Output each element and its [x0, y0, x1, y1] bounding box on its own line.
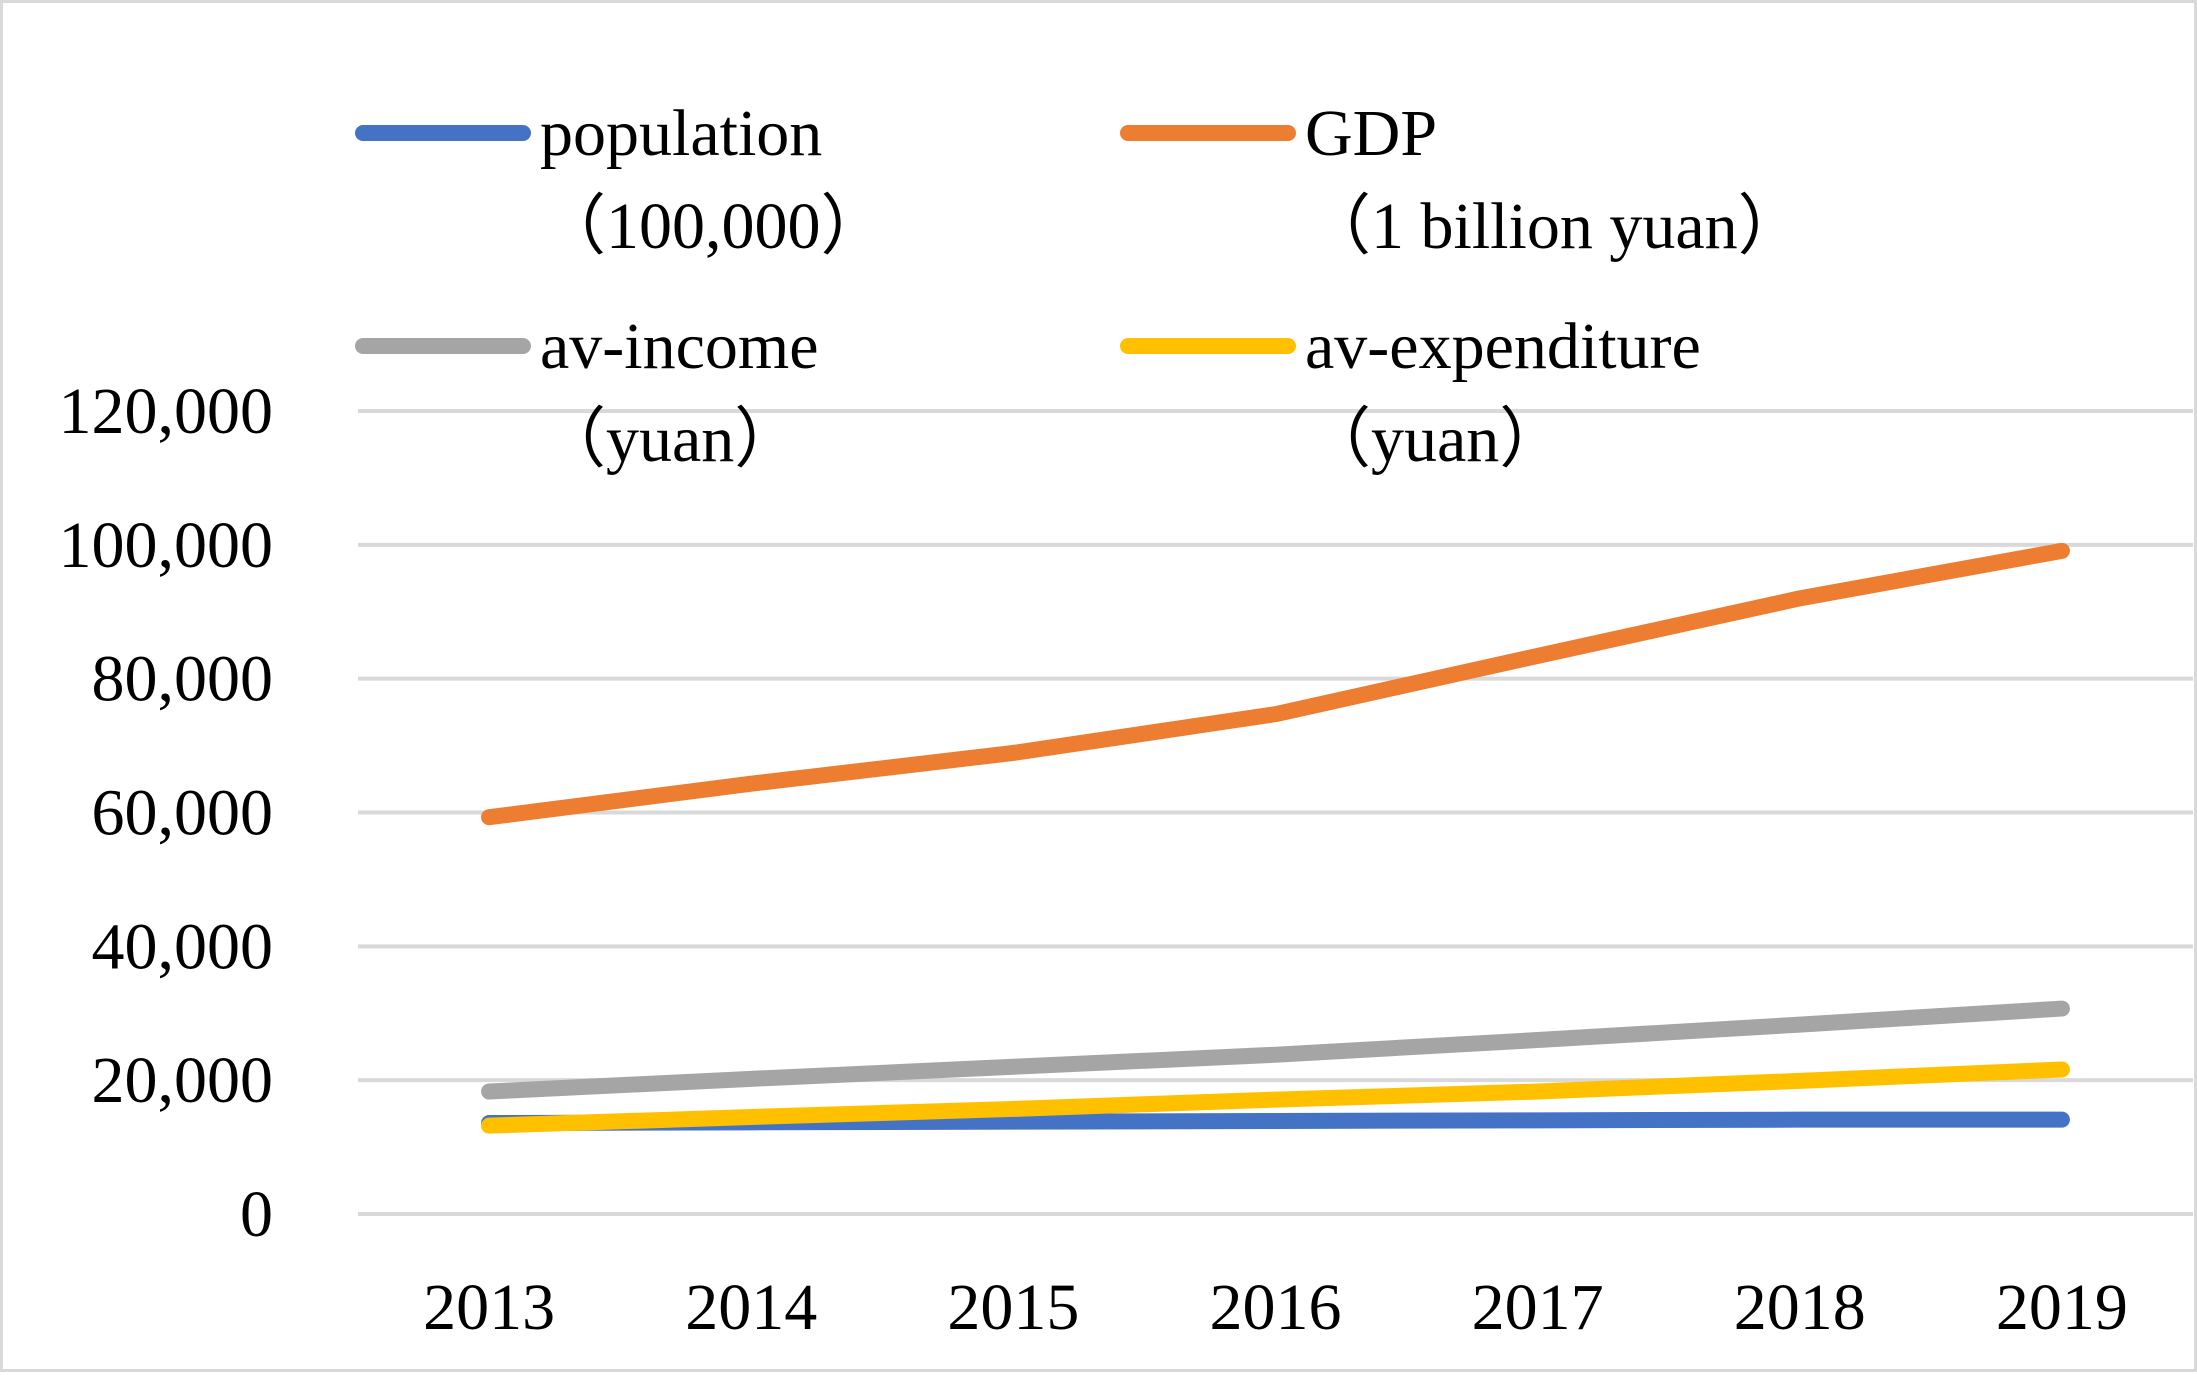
legend-unit-av-expenditure: （yuan）	[1305, 403, 1565, 476]
y-tick-label: 20,000	[92, 1044, 274, 1117]
legend-label-av-income: av-income	[540, 310, 819, 383]
legend-item-av-expenditure: av-expenditure （yuan）	[1120, 310, 1701, 476]
legend-item-gdp: GDP （1 billion yuan）	[1120, 97, 1804, 263]
legend: population （100,000） GDP （1 billion yuan…	[355, 97, 1804, 476]
legend-unit-av-income: （yuan）	[540, 403, 800, 476]
x-tick-label: 2014	[685, 1271, 817, 1344]
series-lines	[481, 542, 2070, 1134]
y-tick-label: 100,000	[59, 509, 274, 582]
x-tick-label: 2019	[1996, 1271, 2128, 1344]
legend-unit-population: （100,000）	[540, 190, 887, 263]
legend-label-gdp: GDP	[1305, 97, 1437, 170]
x-tick-label: 2015	[947, 1271, 1079, 1344]
y-tick-label: 60,000	[92, 777, 274, 850]
x-tick-label: 2016	[1210, 1271, 1342, 1344]
y-axis-ticks: 0 20,000 40,000 60,000 80,000 100,000 120,000	[59, 375, 274, 1251]
y-tick-label: 0	[240, 1178, 273, 1251]
legend-label-population: population	[540, 97, 822, 170]
legend-item-population: population （100,000）	[355, 97, 887, 263]
x-tick-label: 2018	[1734, 1271, 1866, 1344]
x-tick-label: 2017	[1472, 1271, 1604, 1344]
legend-item-av-income: av-income （yuan）	[355, 310, 819, 476]
legend-unit-gdp: （1 billion yuan）	[1305, 190, 1804, 263]
x-axis-ticks: 2013 2014 2015 2016 2017 2018 2019	[423, 1271, 2128, 1344]
y-tick-label: 40,000	[92, 910, 274, 983]
x-tick-label: 2013	[423, 1271, 555, 1344]
chart-canvas: 020,00040,00060,00080,000100,000120,000 …	[59, 97, 2193, 1344]
series-line-av-expenditure	[481, 1061, 2070, 1134]
y-tick-label: 120,000	[59, 375, 274, 448]
series-line-gdp	[481, 542, 2070, 826]
y-tick-label: 80,000	[92, 643, 274, 716]
legend-label-av-expenditure: av-expenditure	[1305, 310, 1701, 383]
series-line-av-income	[481, 1000, 2070, 1100]
